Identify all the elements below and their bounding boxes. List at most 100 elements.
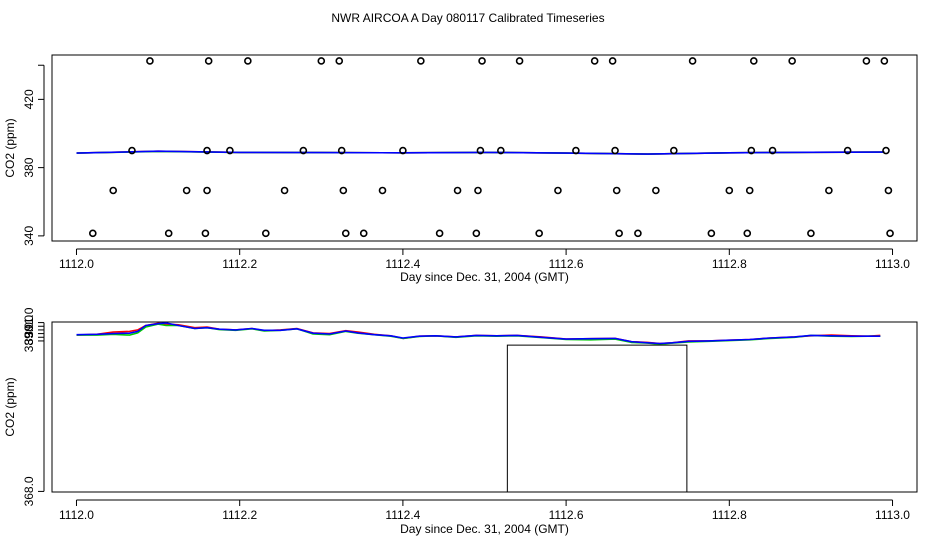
data-point xyxy=(453,186,462,195)
bottom-panel: 1112.0 1112.2 1112.4 1112.6 1112.8 1113.0 368… xyxy=(3,307,918,536)
top-panel: 1112.0 1112.2 1112.4 1112.6 1112.8 1113.0 340… xyxy=(3,54,918,284)
data-point xyxy=(615,229,623,238)
chart-title: NWR AIRCOA A Day 080117 Calibrated Times… xyxy=(331,11,604,25)
top-series-blue xyxy=(76,150,885,155)
top-x-tick-label: 1112.4 xyxy=(385,257,420,271)
top-x-tick-label: 1112.6 xyxy=(549,257,584,271)
bottom-plot-box xyxy=(51,321,918,493)
data-point xyxy=(128,146,136,155)
top-x-tick-label: 1112.8 xyxy=(712,257,747,271)
data-point xyxy=(611,146,619,155)
top-x-tick-label: 1112.0 xyxy=(59,257,94,271)
bottom-y-axis-label: CO2 (ppm) xyxy=(3,377,17,436)
bottom-y-tick-label: 391.0 xyxy=(22,307,36,337)
bottom-x-tick-label: 1112.0 xyxy=(59,508,94,522)
bottom-x-tick-label: 1112.2 xyxy=(222,508,257,522)
bottom-x-axis: 1112.0 1112.2 1112.4 1112.6 1112.8 1113.0 xyxy=(59,499,910,522)
data-point xyxy=(707,229,716,238)
data-point xyxy=(399,146,407,155)
data-point xyxy=(825,186,833,195)
bottom-x-tick-label: 1112.8 xyxy=(712,508,747,522)
bottom-series-blue xyxy=(76,322,881,345)
top-y-tick-label: 420 xyxy=(22,89,36,109)
data-point xyxy=(608,57,617,65)
data-point xyxy=(262,229,270,238)
data-point xyxy=(204,57,213,65)
data-point xyxy=(435,229,444,238)
bottom-y-tick-label: 390.0 xyxy=(22,315,36,345)
data-point xyxy=(768,146,777,155)
data-point xyxy=(612,186,621,195)
data-point xyxy=(378,186,387,195)
data-point xyxy=(244,57,252,65)
data-point xyxy=(339,186,348,195)
top-y-axis: 340 380 420 xyxy=(22,64,45,246)
data-point xyxy=(280,186,289,195)
data-point xyxy=(146,57,154,65)
top-y-tick-label: 340 xyxy=(22,226,36,246)
data-point xyxy=(725,186,734,195)
bottom-bracket xyxy=(506,344,688,492)
data-point xyxy=(417,57,425,65)
top-x-tick-label: 1112.2 xyxy=(222,257,257,271)
data-point xyxy=(476,146,485,155)
top-y-tick-label: 380 xyxy=(22,157,36,177)
data-point xyxy=(535,229,543,238)
data-point xyxy=(109,186,118,195)
data-point xyxy=(497,146,505,155)
data-point xyxy=(182,186,191,195)
data-point xyxy=(747,146,756,155)
top-x-axis: 1112.0 1112.2 1112.4 1112.6 1112.8 1113.0 xyxy=(59,248,910,271)
data-point xyxy=(745,186,754,195)
data-point xyxy=(886,229,894,238)
data-point xyxy=(688,57,697,65)
top-series-lines xyxy=(76,150,885,155)
top-points xyxy=(89,57,894,238)
bottom-x-tick-label: 1112.4 xyxy=(385,508,420,522)
data-point xyxy=(472,229,481,238)
data-point xyxy=(862,57,871,65)
data-point xyxy=(478,57,486,65)
top-y-axis-label: CO2 (ppm) xyxy=(3,118,17,177)
top-x-tick-label: 1113.0 xyxy=(875,257,910,271)
data-point xyxy=(515,57,524,65)
data-point xyxy=(203,146,211,155)
data-point xyxy=(89,229,97,238)
data-point xyxy=(317,57,326,65)
data-point xyxy=(788,57,796,65)
bottom-series-red xyxy=(76,322,881,345)
bottom-x-tick-label: 1113.0 xyxy=(875,508,910,522)
data-point xyxy=(201,229,210,238)
data-point xyxy=(554,186,562,195)
period-bracket xyxy=(506,344,688,492)
data-point xyxy=(743,229,752,238)
data-point xyxy=(670,146,678,155)
data-point xyxy=(337,146,346,155)
bottom-series-lines xyxy=(76,322,881,346)
data-point xyxy=(590,57,599,65)
bottom-y-tick-label: 368.0 xyxy=(22,476,36,506)
data-point xyxy=(880,57,889,65)
top-plot-box xyxy=(51,54,918,242)
data-point xyxy=(652,186,660,195)
data-point xyxy=(884,186,893,195)
bottom-y-tick-label: 389.0 xyxy=(22,322,36,352)
data-point xyxy=(341,229,350,238)
data-point xyxy=(572,146,580,155)
data-point xyxy=(807,229,815,238)
data-point xyxy=(226,146,234,155)
data-point xyxy=(164,229,173,238)
data-point xyxy=(882,146,890,155)
top-x-axis-label: Day since Dec. 31, 2004 (GMT) xyxy=(400,270,569,284)
bottom-x-axis-label: Day since Dec. 31, 2004 (GMT) xyxy=(400,522,569,536)
data-point xyxy=(359,229,368,238)
data-point xyxy=(634,229,642,238)
data-point xyxy=(335,57,344,65)
bottom-x-tick-label: 1112.6 xyxy=(549,508,584,522)
data-point xyxy=(749,57,758,65)
data-point xyxy=(843,146,852,155)
data-point xyxy=(203,186,211,195)
data-point xyxy=(474,186,482,195)
